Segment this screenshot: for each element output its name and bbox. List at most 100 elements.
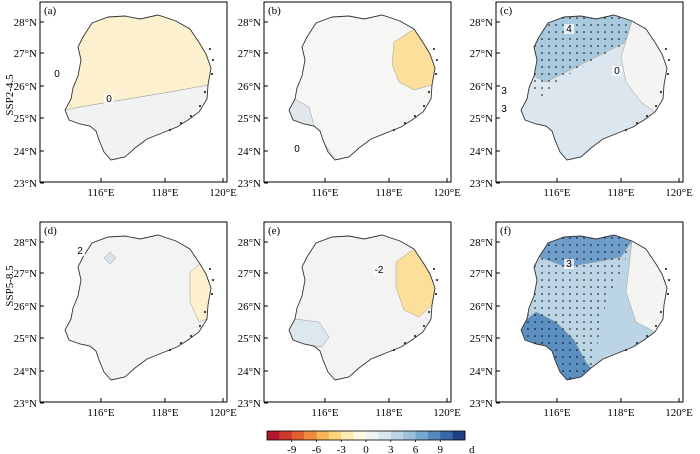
island-mark: [664, 267, 668, 271]
colorbar-swatch: [366, 431, 379, 440]
lon-tick-label: 118°E: [151, 187, 178, 199]
colorbar-swatch: [291, 431, 305, 440]
lat-tick-label: 25°N: [238, 333, 261, 345]
island-mark: [427, 90, 431, 94]
island-mark: [659, 90, 663, 94]
contour-label-bg: [104, 94, 114, 104]
colorbar-swatch: [390, 431, 404, 440]
island-mark: [403, 121, 407, 125]
lat-tick-label: 25°N: [238, 113, 261, 125]
lat-tick-label: 28°N: [238, 17, 261, 29]
contour-label: 3: [566, 259, 572, 270]
island-mark: [654, 104, 658, 108]
island-mark: [624, 348, 628, 352]
contour-label: 0: [614, 66, 620, 77]
island-mark: [392, 128, 396, 132]
panel-tag: (b): [268, 5, 281, 17]
lat-tick-label: 27°N: [470, 268, 493, 280]
lon-tick-label: 120°E: [433, 187, 461, 199]
panel-b: (b) 0 28°N 27°N 26°N 25°N 24°N 23°N 116°E 118°E 12…: [238, 1, 461, 199]
contour-label-bg: [292, 144, 302, 154]
island-mark: [198, 324, 202, 328]
island-mark: [198, 104, 202, 108]
colorbar-swatch: [267, 431, 280, 440]
lon-tick-label: 120°E: [209, 187, 237, 199]
region-fill: [103, 251, 117, 265]
lat-tick-label: 23°N: [470, 178, 493, 190]
island-mark: [413, 334, 417, 338]
contour-label: 4: [566, 24, 572, 35]
colorbar-swatch: [279, 431, 293, 440]
island-mark: [210, 72, 214, 76]
lon-tick-label: 120°E: [209, 407, 237, 419]
lon-tick-label: 116°E: [87, 407, 114, 419]
island-mark: [654, 324, 658, 328]
island-mark: [422, 104, 426, 108]
lat-tick-label: 26°N: [238, 81, 261, 93]
contour-label: 0: [54, 69, 60, 80]
lon-tick-label: 118°E: [375, 187, 402, 199]
lon-tick-label: 120°E: [433, 407, 461, 419]
lat-tick-label: 24°N: [14, 366, 37, 378]
island-mark: [208, 47, 212, 51]
lat-tick-label: 27°N: [470, 48, 493, 60]
colorbar: -9 -6 -3 0 3 6 9: [266, 430, 466, 454]
island-mark: [667, 278, 671, 282]
colorbar-swatch: [304, 431, 317, 440]
lat-tick-label: 25°N: [14, 113, 37, 125]
island-mark: [434, 72, 438, 76]
lat-tick-label: 25°N: [470, 333, 493, 345]
lon-tick-label: 116°E: [87, 187, 114, 199]
island-mark: [435, 278, 439, 282]
lat-tick-label: 23°N: [14, 398, 37, 410]
row-label-ssp585: SSP5-8.5: [4, 265, 16, 307]
colorbar-swatch: [440, 431, 453, 440]
island-mark: [208, 267, 212, 271]
contour-label: 0: [106, 94, 112, 105]
lat-tick-label: 28°N: [14, 17, 37, 29]
map-fill: [65, 15, 211, 160]
colorbar-swatch: [378, 431, 392, 440]
colorbar-tick-label: 0: [363, 444, 369, 454]
lon-tick-label: 118°E: [607, 187, 634, 199]
panel-e: (e) -2 28°N 27°N 26°N 25°N 24°N 23°N 116°E 118°E 1…: [238, 221, 461, 419]
lat-tick-label: 26°N: [238, 301, 261, 313]
colorbar-swatch: [403, 431, 416, 440]
lat-tick-label: 24°N: [238, 366, 261, 378]
island-mark: [203, 90, 207, 94]
lat-tick-label: 28°N: [470, 17, 493, 29]
island-mark: [392, 348, 396, 352]
contour-label-bg: [52, 69, 62, 79]
island-mark: [422, 324, 426, 328]
row-label-ssp245: SSP2-4.5: [4, 74, 16, 116]
lon-tick-label: 116°E: [543, 407, 570, 419]
island-mark: [211, 58, 215, 62]
island-mark: [203, 310, 207, 314]
colorbar-swatch: [353, 431, 367, 440]
island-mark: [403, 341, 407, 345]
significance-stipple: [531, 15, 632, 97]
colorbar-tick-label: -3: [337, 444, 347, 454]
contour-label-bg: [564, 24, 574, 34]
panel-d: (d) 2 28°N 27°N 26°N 25°N 24°N 23°N 116°E 118°E 12…: [14, 221, 237, 419]
contour-label-bg: [564, 259, 574, 269]
colorbar-swatch: [452, 431, 466, 440]
panel-tag: (e): [268, 225, 281, 237]
contour-label-bg: [75, 246, 85, 256]
island-mark: [211, 278, 215, 282]
island-mark: [168, 128, 172, 132]
lat-tick-label: 25°N: [470, 113, 493, 125]
island-mark: [189, 334, 193, 338]
island-mark: [659, 310, 663, 314]
lat-tick-label: 24°N: [238, 146, 261, 158]
lat-tick-label: 27°N: [14, 268, 37, 280]
lon-tick-label: 116°E: [311, 187, 338, 199]
lon-tick-label: 120°E: [665, 407, 693, 419]
island-mark: [168, 348, 172, 352]
island-mark: [210, 292, 214, 296]
panel-c: (c) 4 3 3 0 28°N 27°N 26°N 25°N 24°N 23°N 116°E 118°…: [470, 1, 693, 199]
colorbar-swatch: [341, 431, 354, 440]
island-mark: [189, 114, 193, 118]
contour-label-bg: [499, 86, 509, 96]
island-mark: [645, 114, 649, 118]
